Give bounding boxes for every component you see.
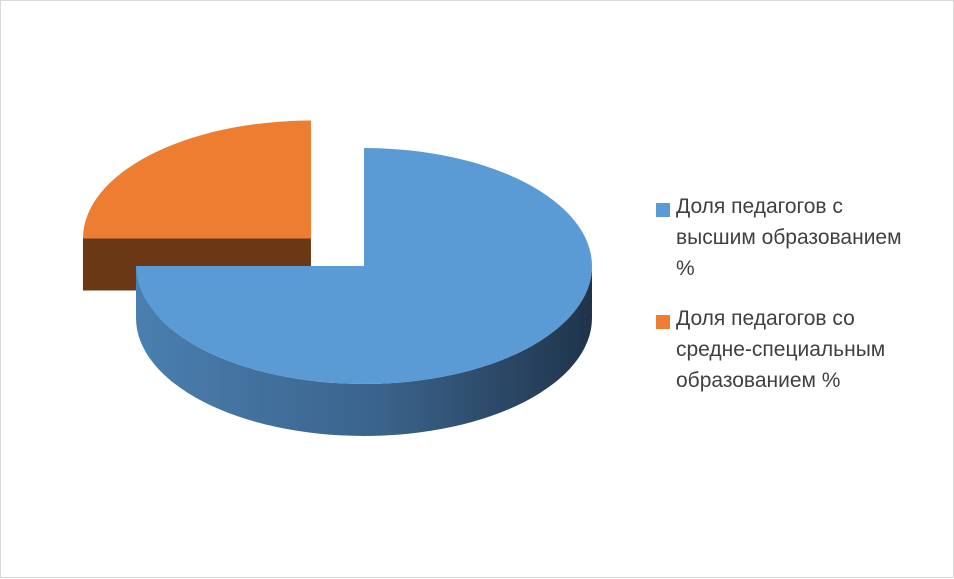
legend-swatch-higher-education <box>656 203 670 217</box>
legend-item-higher-education: Доля педагогов с высшим образованием % <box>653 191 953 284</box>
pie-chart-plot <box>82 120 592 436</box>
legend-label-secondary-special-education: Доля педагогов со средне-специальным обр… <box>676 307 886 392</box>
pie-slice-higher-education <box>136 148 592 384</box>
legend-swatch-secondary-special-education <box>656 315 670 329</box>
legend-item-secondary-special-education: Доля педагогов со средне-специальным обр… <box>653 303 953 396</box>
pie-slice-side-higher-education <box>136 266 592 436</box>
chart-legend: Доля педагогов с высшим образованием % Д… <box>653 191 953 415</box>
pie-slice-secondary-special-education <box>82 120 311 239</box>
legend-label-higher-education: Доля педагогов с высшим образованием % <box>676 195 902 280</box>
